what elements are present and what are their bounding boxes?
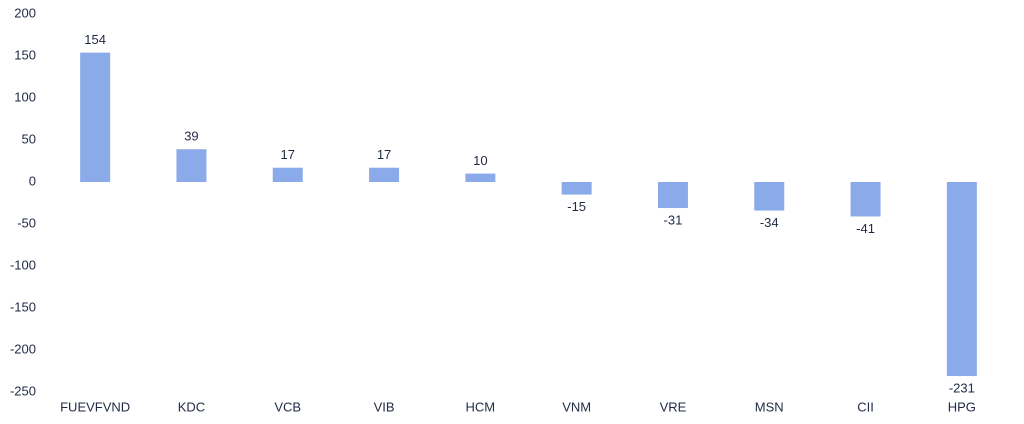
bar [850,182,881,217]
data-label: -15 [567,199,586,214]
y-tick-label: 50 [22,131,36,146]
x-tick-label: VIB [374,399,395,414]
x-tick-label: VCB [274,399,301,414]
bar [946,182,977,377]
data-label: 17 [377,147,391,162]
data-label: -34 [760,215,779,230]
x-tick-label: KDC [178,399,205,414]
data-label: -231 [949,380,975,395]
data-label: -31 [664,212,683,227]
y-tick-label: -50 [17,215,36,230]
y-tick-label: 200 [14,5,36,20]
bar [561,182,592,195]
x-tick-label: MSN [755,399,784,414]
bar [754,182,785,211]
bar [176,149,207,182]
y-tick-label: 150 [14,47,36,62]
x-tick-label: HCM [466,399,496,414]
data-label: 17 [281,147,295,162]
data-label: -41 [856,221,875,236]
bar [369,167,400,182]
data-label: 154 [84,32,106,47]
data-label: 10 [473,153,487,168]
bar [272,167,303,182]
y-tick-label: -250 [10,383,36,398]
bar [465,173,496,182]
x-tick-label: VNM [562,399,591,414]
x-tick-label: HPG [948,399,976,414]
x-tick-label: FUEVFVND [60,399,130,414]
bar [80,52,111,182]
y-tick-label: -100 [10,257,36,272]
y-tick-label: -150 [10,299,36,314]
bar [657,182,688,209]
y-tick-label: -200 [10,341,36,356]
y-tick-label: 100 [14,89,36,104]
y-tick-label: 0 [29,173,36,188]
x-tick-label: VRE [660,399,687,414]
data-label: 39 [184,129,198,144]
x-tick-label: CII [857,399,874,414]
